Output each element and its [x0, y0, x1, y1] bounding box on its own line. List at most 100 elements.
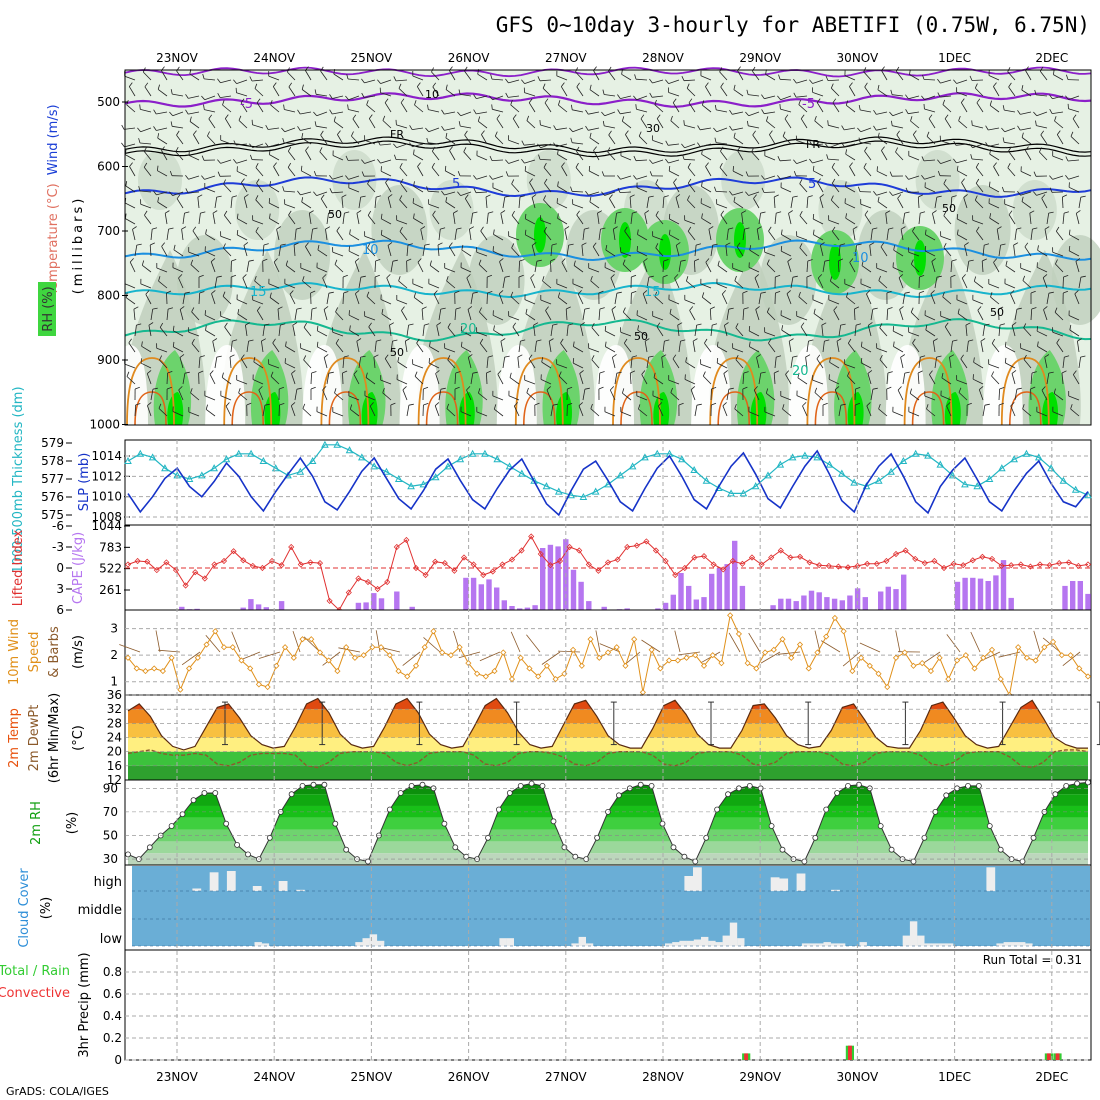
wind-barb-flag: [912, 130, 917, 135]
wind-barb-flag: [838, 258, 844, 262]
wind-barb-flag: [175, 147, 179, 152]
wind-barb: [323, 357, 328, 369]
wind-barb: [301, 137, 312, 145]
wind-barb-flag: [392, 339, 398, 342]
rh-point: [877, 823, 884, 829]
wind-barb-flag: [601, 191, 605, 196]
wind-barb-flag: [676, 242, 681, 246]
wind-barb-flag: [157, 165, 159, 171]
wind-barb-flag: [610, 274, 615, 279]
wind-barb-flag: [337, 130, 341, 135]
wind-barb: [779, 78, 792, 81]
wind-barb-flag: [265, 125, 269, 130]
cape-bar: [662, 602, 669, 610]
wind-barb: [1036, 191, 1048, 196]
wind-barb: [461, 330, 472, 337]
rh-point: [419, 781, 426, 788]
wind-barb-flag: [341, 194, 347, 198]
wind-barb: [669, 313, 680, 321]
wind-barb-flag: [302, 276, 305, 282]
rh-point: [703, 834, 710, 841]
wind-barb: [124, 363, 136, 369]
rh-point: [343, 846, 350, 853]
cape-bar: [701, 597, 707, 610]
wind-barb-flag: [856, 243, 862, 246]
wind-barb-flag: [1023, 323, 1027, 329]
wind-barb: [128, 342, 136, 353]
wind-barb: [943, 247, 952, 257]
wind-barb: [998, 245, 1001, 257]
wind-barb: [511, 183, 520, 193]
wind-barb-flag: [893, 341, 895, 347]
wind-barb: [347, 78, 360, 81]
wind-barb-flag: [817, 178, 821, 183]
wind-barb-flag: [472, 371, 478, 374]
wind-barb: [191, 311, 200, 321]
wind-barb-flag: [888, 227, 894, 230]
cape-bar: [686, 585, 692, 610]
wind-barb: [1069, 329, 1080, 337]
wind-barb-flag: [728, 387, 734, 390]
wind-barb-flag: [956, 214, 959, 220]
wind-barb: [322, 389, 328, 401]
wind-barb: [319, 151, 328, 161]
wind-barb: [540, 143, 552, 149]
wind-barb-flag: [852, 226, 858, 230]
wind-barb-flag: [408, 323, 414, 326]
wind-barb-flag: [998, 306, 1004, 310]
wind-barb-flag: [1033, 171, 1037, 177]
wind-barb: [822, 341, 825, 353]
wind10-point: [151, 665, 158, 672]
wind-barb-flag: [473, 175, 477, 180]
cape-bar: [470, 577, 477, 610]
wind-barb: [1052, 111, 1064, 114]
cape-bar: [977, 578, 984, 610]
wind-barb: [786, 293, 792, 305]
wind-barb-flag: [184, 291, 190, 294]
wind-barb: [140, 203, 152, 209]
thickness-point: [161, 464, 169, 472]
cape-bar: [847, 595, 853, 610]
wind-barb-flag: [873, 109, 877, 115]
wind-barb-flag: [788, 338, 794, 342]
wind-barb-flag: [147, 402, 152, 406]
wind-barb: [854, 308, 856, 321]
wind-barb: [764, 111, 776, 115]
wind-barb-flag: [985, 142, 989, 147]
wind-barb: [464, 198, 472, 209]
wind-barb: [885, 213, 888, 225]
wind-barb: [960, 358, 968, 369]
wind-barb-flag: [1017, 110, 1021, 115]
wind-barb: [444, 267, 456, 273]
wind-barb: [198, 356, 201, 369]
wind-barb-flag: [479, 338, 484, 344]
wind-barb: [748, 411, 760, 417]
wind-barb: [800, 118, 808, 129]
wind-barb: [719, 71, 728, 81]
wind-barb: [724, 325, 728, 337]
wind-barb-flag: [813, 229, 815, 235]
wind-barb-flag: [521, 79, 525, 84]
wind-barb-flag: [368, 114, 373, 119]
wind-barb-flag: [910, 307, 914, 313]
wind-barb-flag: [205, 229, 207, 235]
wind-barb: [977, 310, 984, 321]
wind-barb-flag: [825, 143, 829, 148]
wind-barb: [273, 166, 280, 177]
wind-barb-flag: [799, 211, 803, 216]
wind-barb: [380, 79, 392, 84]
wind-barb: [331, 191, 344, 194]
thickness-point: [124, 456, 132, 464]
wind-barb-flag: [889, 191, 893, 196]
wind-barb: [989, 186, 1000, 193]
wind-barb: [689, 310, 696, 321]
cloud-units: (%): [39, 897, 54, 920]
wind-barb: [796, 235, 808, 241]
wind-barb: [653, 377, 664, 385]
wind-barb-flag: [919, 275, 925, 278]
wind10-point: [491, 668, 498, 675]
wind-barb-flag: [974, 83, 978, 89]
wind-barb: [638, 135, 648, 145]
wind-barb: [245, 325, 248, 337]
cloud-bar-low: [816, 943, 824, 946]
